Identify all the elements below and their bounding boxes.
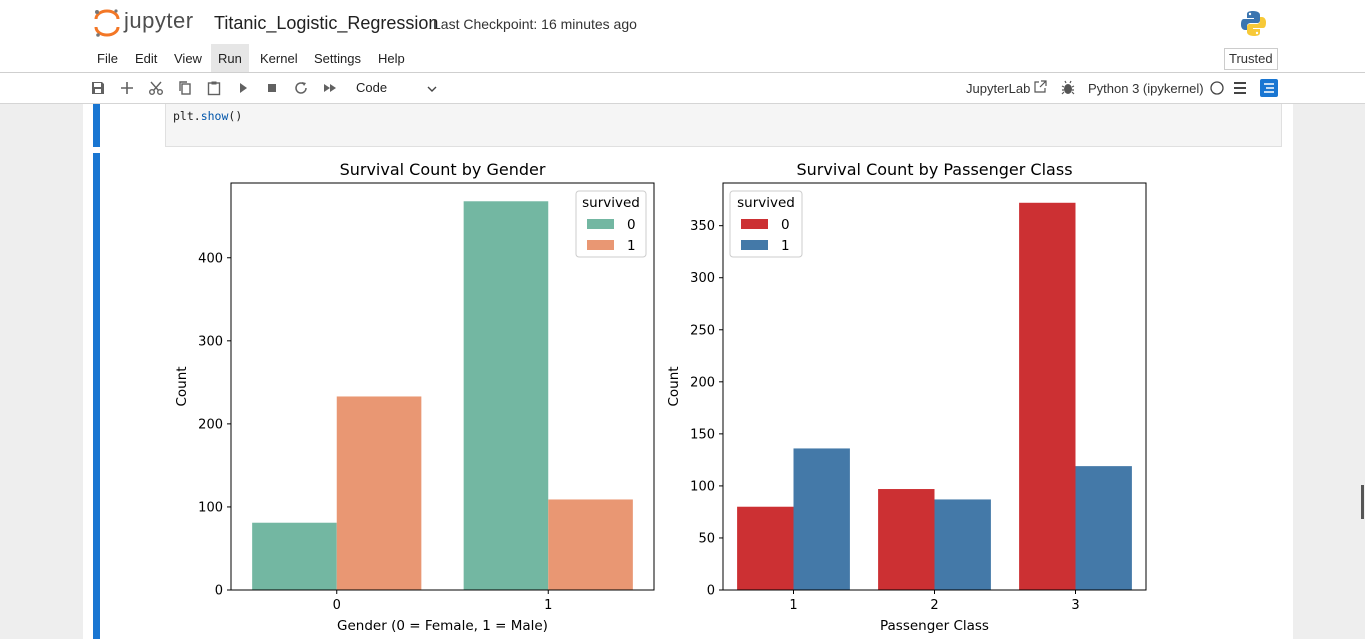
x-tick-label: 2 <box>930 598 938 613</box>
y-tick-label: 300 <box>198 334 223 349</box>
y-tick-label: 0 <box>707 584 715 599</box>
legend-label: 1 <box>627 238 636 254</box>
legend-swatch <box>741 240 768 250</box>
bar-1-s0-c0 <box>737 506 794 590</box>
y-tick-label: 250 <box>690 323 715 338</box>
y-tick-label: 400 <box>198 251 223 266</box>
copy-icon[interactable] <box>177 80 193 96</box>
code-cell-input[interactable]: plt.show() <box>165 104 1282 147</box>
stop-icon[interactable] <box>264 80 280 96</box>
x-tick-label: 1 <box>544 598 552 613</box>
chevron-down-icon[interactable] <box>426 83 438 95</box>
save-icon[interactable] <box>90 80 106 96</box>
checkpoint-status: Last Checkpoint: 16 minutes ago <box>433 16 637 32</box>
bar-0-s1-c1 <box>548 499 633 590</box>
trusted-badge[interactable]: Trusted <box>1224 48 1278 70</box>
bar-0-s0-c0 <box>252 522 337 590</box>
logo-text: jupyter <box>124 8 194 33</box>
y-tick-label: 350 <box>690 219 715 234</box>
y-axis-label: Count <box>174 366 190 406</box>
y-tick-label: 200 <box>690 375 715 390</box>
code-line: plt.show() <box>173 109 242 123</box>
menu-file[interactable]: File <box>97 51 118 66</box>
jupyter-logo-icon[interactable] <box>93 8 121 38</box>
legend-label: 0 <box>627 217 636 233</box>
y-tick-label: 100 <box>690 479 715 494</box>
bar-1-s0-c1 <box>878 489 935 590</box>
run-icon[interactable] <box>235 80 251 96</box>
legend-swatch <box>741 219 768 229</box>
code-function: show <box>200 109 229 123</box>
external-link-icon[interactable] <box>1033 80 1047 94</box>
legend-title: survived <box>582 195 640 211</box>
kernel-idle-icon <box>1210 81 1224 95</box>
bar-1-s1-c1 <box>934 499 991 590</box>
legend-label: 0 <box>781 217 790 233</box>
notebook-title[interactable]: Titanic_Logistic_Regression <box>214 13 439 33</box>
x-axis-label: Gender (0 = Female, 1 = Male) <box>337 618 548 634</box>
y-tick-label: 50 <box>698 531 715 546</box>
output-collapser[interactable] <box>93 153 100 639</box>
legend-swatch <box>587 240 614 250</box>
add-cell-icon[interactable] <box>119 80 135 96</box>
y-tick-label: 150 <box>690 427 715 442</box>
x-axis-label: Passenger Class <box>880 618 989 634</box>
y-tick-label: 300 <box>690 271 715 286</box>
x-tick-label: 3 <box>1071 598 1079 613</box>
fast-forward-icon[interactable] <box>322 80 338 96</box>
bar-0-s0-c1 <box>463 201 549 590</box>
bar-1-s1-c0 <box>793 448 850 590</box>
legend-swatch <box>587 219 614 229</box>
top-bar: jupyter Titanic_Logistic_Regression Last… <box>0 0 1365 45</box>
notebook-toolbar: Code JupyterLab Python 3 (ipykernel) <box>0 73 1365 104</box>
legend-label: 1 <box>781 238 790 254</box>
menu-kernel[interactable]: Kernel <box>260 51 298 66</box>
toc-icon[interactable] <box>1260 79 1278 97</box>
python-logo-icon <box>1241 11 1266 36</box>
menu-run[interactable]: Run <box>211 44 249 72</box>
x-tick-label: 1 <box>789 598 797 613</box>
scrollbar-thumb[interactable] <box>1361 485 1364 519</box>
plot-frame <box>230 182 655 591</box>
restart-icon[interactable] <box>293 80 309 96</box>
cell-collapser[interactable] <box>93 104 100 147</box>
chart-title: Survival Count by Passenger Class <box>796 160 1072 179</box>
y-tick-label: 200 <box>198 417 223 432</box>
x-tick-label: 0 <box>333 598 341 613</box>
menu-settings[interactable]: Settings <box>314 51 361 66</box>
cell-type-select[interactable]: Code <box>356 80 388 95</box>
menu-help[interactable]: Help <box>378 51 405 66</box>
bar-0-s1-c0 <box>336 396 422 590</box>
bug-icon[interactable] <box>1061 80 1075 96</box>
bar-1-s1-c2 <box>1075 466 1132 590</box>
chart-title: Survival Count by Gender <box>340 160 546 179</box>
jupyterlab-link[interactable]: JupyterLab <box>966 81 1031 96</box>
y-tick-label: 100 <box>198 500 223 515</box>
menu-view[interactable]: View <box>174 51 202 66</box>
y-axis-label: Count <box>666 366 682 406</box>
menu-lines-icon[interactable] <box>1232 81 1248 95</box>
code-args: () <box>228 109 243 123</box>
menu-edit[interactable]: Edit <box>135 51 158 66</box>
y-tick-label: 0 <box>215 584 223 599</box>
cut-icon[interactable] <box>148 80 164 96</box>
legend-title: survived <box>737 195 795 211</box>
bar-1-s0-c2 <box>1019 202 1076 590</box>
menu-bar: File Edit View Run Kernel Settings Help … <box>0 44 1365 73</box>
kernel-name[interactable]: Python 3 (ipykernel) <box>1088 81 1204 96</box>
code-call: plt. <box>173 109 201 123</box>
paste-icon[interactable] <box>206 80 222 96</box>
